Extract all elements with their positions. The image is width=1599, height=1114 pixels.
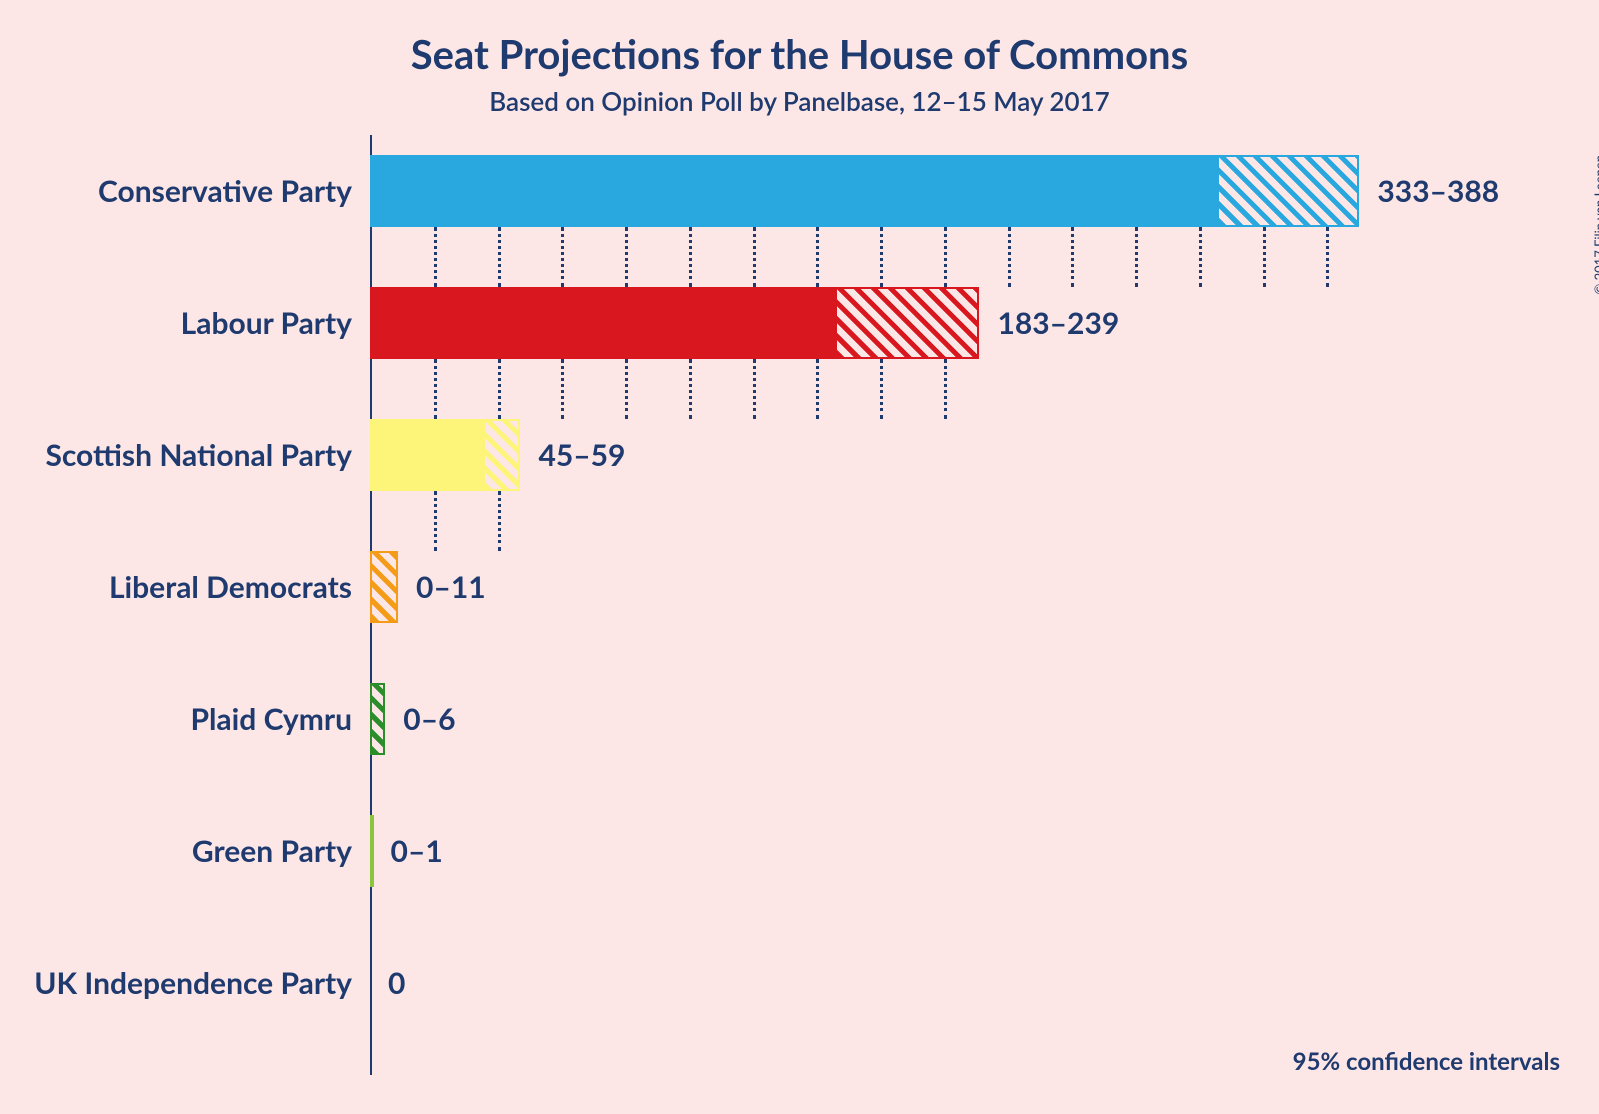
party-row: Scottish National Party45–59 [370,419,1390,491]
party-label: UK Independence Party [34,965,352,1001]
gridline [1071,227,1074,287]
gridline [1008,227,1011,287]
gridline [753,359,756,419]
gridline [816,359,819,419]
party-row: Conservative Party333–388 [370,155,1390,227]
party-row: Liberal Democrats0–11 [370,551,1390,623]
gridline [689,227,692,287]
gridline [434,491,437,551]
gridline [625,227,628,287]
party-row: UK Independence Party0 [370,947,1390,1019]
gridline [944,227,947,287]
bar-high [370,551,398,623]
chart-canvas: Seat Projections for the House of Common… [0,0,1599,1114]
party-label: Labour Party [181,305,352,341]
gridline [753,227,756,287]
value-label: 45–59 [538,437,625,473]
chart-subtitle: Based on Opinion Poll by Panelbase, 12–1… [0,85,1599,117]
gridline [434,227,437,287]
gridline [689,359,692,419]
bar-low [370,419,485,491]
value-label: 333–388 [1377,173,1499,209]
copyright-text: © 2017 Filip van Laenen [1592,155,1599,295]
party-row: Plaid Cymru0–6 [370,683,1390,755]
bar-high [485,419,521,491]
value-label: 0–6 [403,701,455,737]
party-label: Plaid Cymru [190,701,352,737]
gridline [498,227,501,287]
gridline [434,359,437,419]
value-label: 0–11 [416,569,486,605]
gridline [944,359,947,419]
gridline [1326,227,1329,287]
gridline [498,359,501,419]
bar-high [370,683,385,755]
bar-high [1219,155,1359,227]
party-label: Green Party [192,833,352,869]
gridline [498,491,501,551]
bar-high [837,287,980,359]
gridline [880,359,883,419]
party-row: Green Party0–1 [370,815,1390,887]
gridline [880,227,883,287]
value-label: 183–239 [997,305,1119,341]
bar-low [370,155,1219,227]
party-row: Labour Party183–239 [370,287,1390,359]
value-label: 0 [388,965,405,1001]
chart-title: Seat Projections for the House of Common… [0,30,1599,78]
gridline [561,227,564,287]
gridline [1199,227,1202,287]
party-label: Scottish National Party [45,437,352,473]
gridline [625,359,628,419]
bar-high [370,815,374,887]
bar-low [370,287,837,359]
chart-area: Conservative Party333–388 Labour Party183… [370,155,1390,1055]
gridline [816,227,819,287]
value-label: 0–1 [391,833,443,869]
gridline [1135,227,1138,287]
party-label: Conservative Party [98,173,352,209]
party-label: Liberal Democrats [109,569,352,605]
gridline [1263,227,1266,287]
gridline [561,359,564,419]
